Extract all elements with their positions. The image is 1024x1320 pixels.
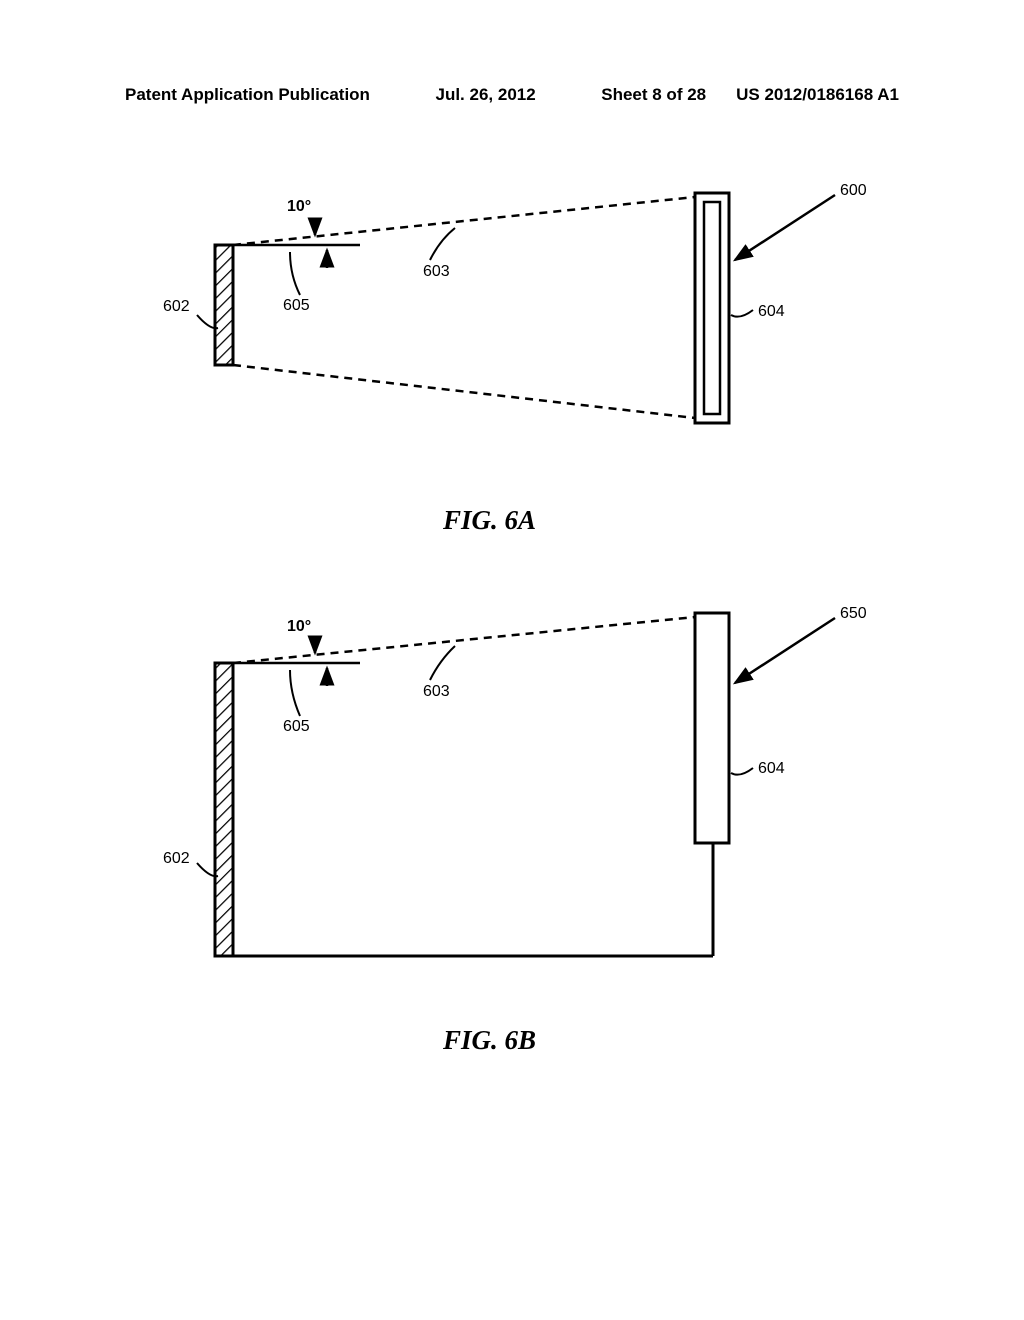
figure-6a-svg: [155, 180, 875, 500]
leader-605-b: [290, 670, 300, 716]
leader-605: [290, 252, 300, 295]
figure-6b-svg: [155, 588, 875, 988]
figure-6b-caption: FIG. 6B: [443, 1025, 536, 1056]
projection-line-bottom: [233, 365, 695, 418]
leader-604-b: [731, 768, 753, 775]
fig6b-ref-650: 650: [840, 605, 867, 623]
fig6a-ref-600: 600: [840, 182, 867, 200]
left-hatched-bar: [215, 245, 233, 365]
header-right-group: Sheet 8 of 28 US 2012/0186168 A1: [601, 85, 899, 105]
leader-650: [735, 618, 835, 683]
fig6a-angle-label: 10°: [287, 198, 311, 216]
figure-6a-caption: FIG. 6A: [443, 505, 536, 536]
right-frame-b: [695, 613, 729, 843]
header-right: US 2012/0186168 A1: [736, 85, 899, 105]
fig6b-angle-label: 10°: [287, 618, 311, 636]
header-left: Patent Application Publication: [125, 85, 370, 105]
page-header: Patent Application Publication Jul. 26, …: [0, 85, 1024, 105]
leader-600: [735, 195, 835, 260]
fig6b-ref-603: 603: [423, 683, 450, 701]
fig6b-ref-605: 605: [283, 718, 310, 736]
header-sheet: Sheet 8 of 28: [601, 85, 706, 105]
fig6b-ref-602: 602: [163, 850, 190, 868]
fig6a-ref-603: 603: [423, 263, 450, 281]
fig6a-ref-605: 605: [283, 297, 310, 315]
leader-604: [731, 310, 753, 317]
fig6a-ref-602: 602: [163, 298, 190, 316]
right-frame-outer: [695, 193, 729, 423]
right-frame-inner: [704, 202, 720, 414]
leader-603: [430, 228, 455, 260]
header-center: Jul. 26, 2012: [436, 85, 536, 105]
left-hatched-bar-b: [215, 663, 233, 956]
leader-603-b: [430, 646, 455, 680]
fig6a-ref-604: 604: [758, 303, 785, 321]
fig6b-ref-604: 604: [758, 760, 785, 778]
